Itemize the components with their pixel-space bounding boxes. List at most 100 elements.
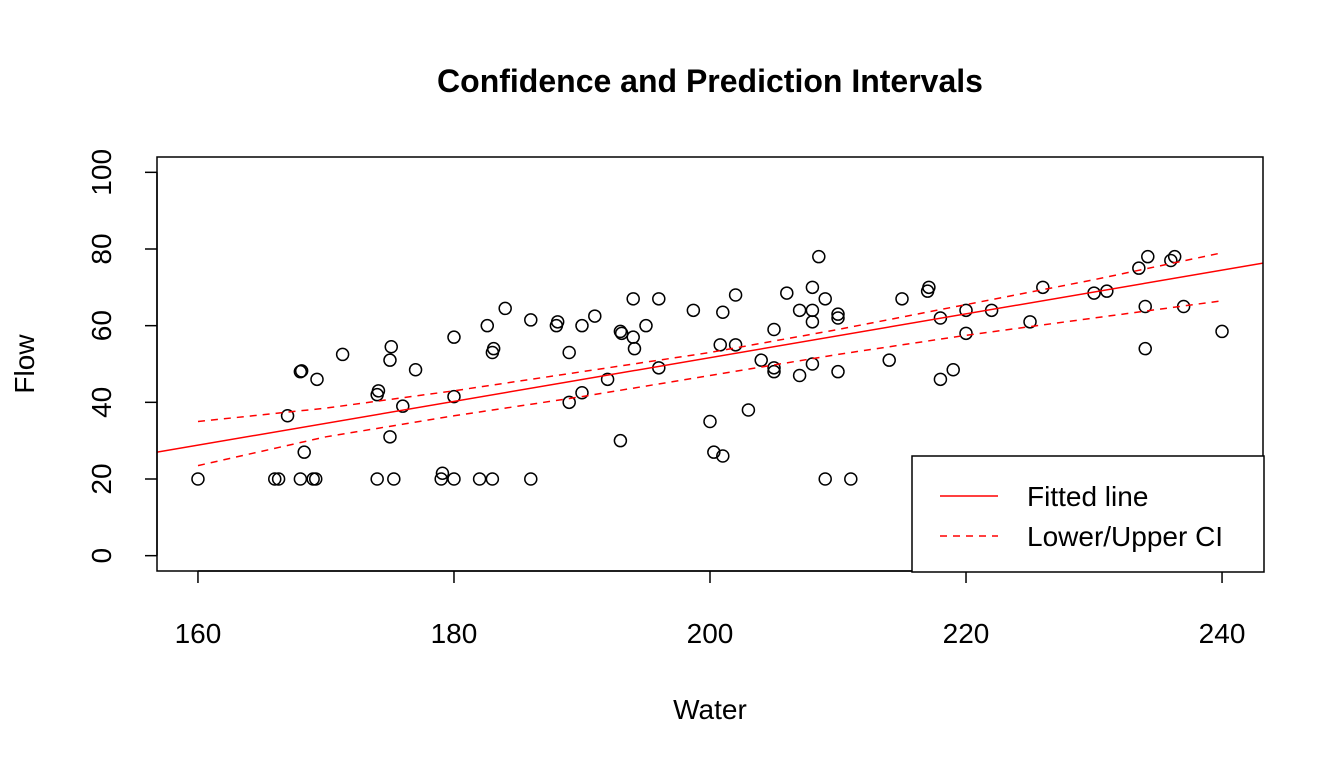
data-point	[191, 472, 205, 486]
data-point	[524, 472, 538, 486]
data-point	[268, 472, 282, 486]
data-point	[959, 303, 973, 318]
data-point	[805, 315, 820, 329]
data-point	[562, 395, 576, 410]
data-point	[754, 353, 768, 367]
y-axis: 0 20 40 60 80 100	[86, 149, 158, 564]
data-point	[792, 368, 807, 383]
fitted-line	[157, 262, 1263, 453]
data-point	[933, 372, 948, 387]
data-point	[383, 353, 397, 367]
data-point	[831, 364, 845, 379]
data-point	[447, 472, 461, 486]
x-tick-label: 220	[943, 618, 990, 649]
data-point	[271, 472, 286, 486]
data-point	[626, 292, 640, 306]
data-point	[792, 303, 807, 318]
y-axis-label: Flow	[9, 334, 40, 394]
data-point	[639, 318, 653, 333]
data-point	[435, 466, 450, 480]
fit-lines	[157, 252, 1263, 467]
data-point	[524, 313, 538, 327]
data-point	[480, 318, 495, 333]
data-point	[818, 472, 832, 486]
data-point	[812, 249, 826, 264]
data-point	[844, 472, 858, 486]
y-tick-label: 80	[86, 233, 117, 264]
legend-ci-label: Lower/Upper CI	[1027, 521, 1223, 552]
data-point	[485, 472, 500, 486]
data-point	[686, 303, 701, 318]
data-point	[728, 288, 743, 302]
data-point	[447, 389, 461, 404]
data-point	[922, 280, 936, 295]
data-point	[703, 414, 717, 429]
data-point	[280, 409, 295, 423]
data-point	[780, 286, 794, 300]
data-point	[498, 301, 512, 316]
data-point	[1141, 249, 1155, 264]
x-axis: 160 180 200 220 240	[175, 570, 1246, 649]
data-point	[306, 472, 320, 486]
data-point	[550, 315, 565, 329]
data-point	[293, 472, 308, 486]
data-point	[713, 338, 727, 352]
y-tick-label: 100	[86, 149, 117, 196]
data-point	[818, 292, 832, 306]
data-point	[575, 318, 589, 333]
ci-lower-line	[197, 300, 1223, 467]
data-point	[434, 472, 448, 486]
data-points	[191, 249, 1229, 486]
data-point	[652, 292, 666, 306]
data-point	[895, 292, 909, 306]
data-point	[472, 472, 487, 486]
legend: Fitted line Lower/Upper CI	[911, 455, 1265, 573]
y-tick-label: 20	[86, 463, 117, 494]
data-point	[310, 372, 324, 387]
data-point	[882, 353, 896, 367]
data-point	[613, 324, 628, 339]
data-point	[831, 311, 845, 325]
y-tick-label: 0	[86, 548, 117, 564]
data-point	[383, 430, 397, 444]
y-tick-label: 40	[86, 387, 117, 418]
data-point	[588, 309, 602, 323]
x-tick-label: 200	[687, 618, 734, 649]
data-point	[946, 363, 960, 377]
data-point	[1036, 280, 1050, 295]
data-point	[308, 472, 323, 486]
data-point	[613, 433, 628, 448]
data-point	[959, 326, 973, 341]
data-point	[767, 361, 781, 375]
data-point	[408, 363, 423, 377]
data-point	[805, 303, 820, 318]
data-point	[1138, 341, 1152, 356]
data-point	[371, 384, 386, 398]
data-point	[294, 364, 309, 378]
data-point	[335, 347, 350, 362]
data-point	[600, 372, 615, 387]
data-point	[562, 345, 576, 360]
data-point	[805, 280, 820, 295]
data-point	[1138, 299, 1152, 314]
data-point	[716, 305, 730, 319]
x-tick-label: 180	[431, 618, 478, 649]
data-point	[627, 341, 642, 356]
data-point	[575, 386, 589, 400]
data-point	[1164, 253, 1178, 268]
legend-box	[911, 455, 1265, 573]
data-point	[626, 330, 640, 344]
data-point	[805, 357, 820, 371]
data-point	[933, 311, 948, 325]
data-point	[707, 445, 721, 459]
data-point	[728, 338, 743, 352]
data-point	[297, 445, 311, 459]
x-tick-label: 240	[1199, 618, 1246, 649]
data-point	[831, 307, 845, 321]
data-point	[1215, 324, 1229, 339]
x-tick-label: 160	[175, 618, 222, 649]
data-point	[767, 364, 781, 379]
data-point	[1023, 315, 1037, 329]
